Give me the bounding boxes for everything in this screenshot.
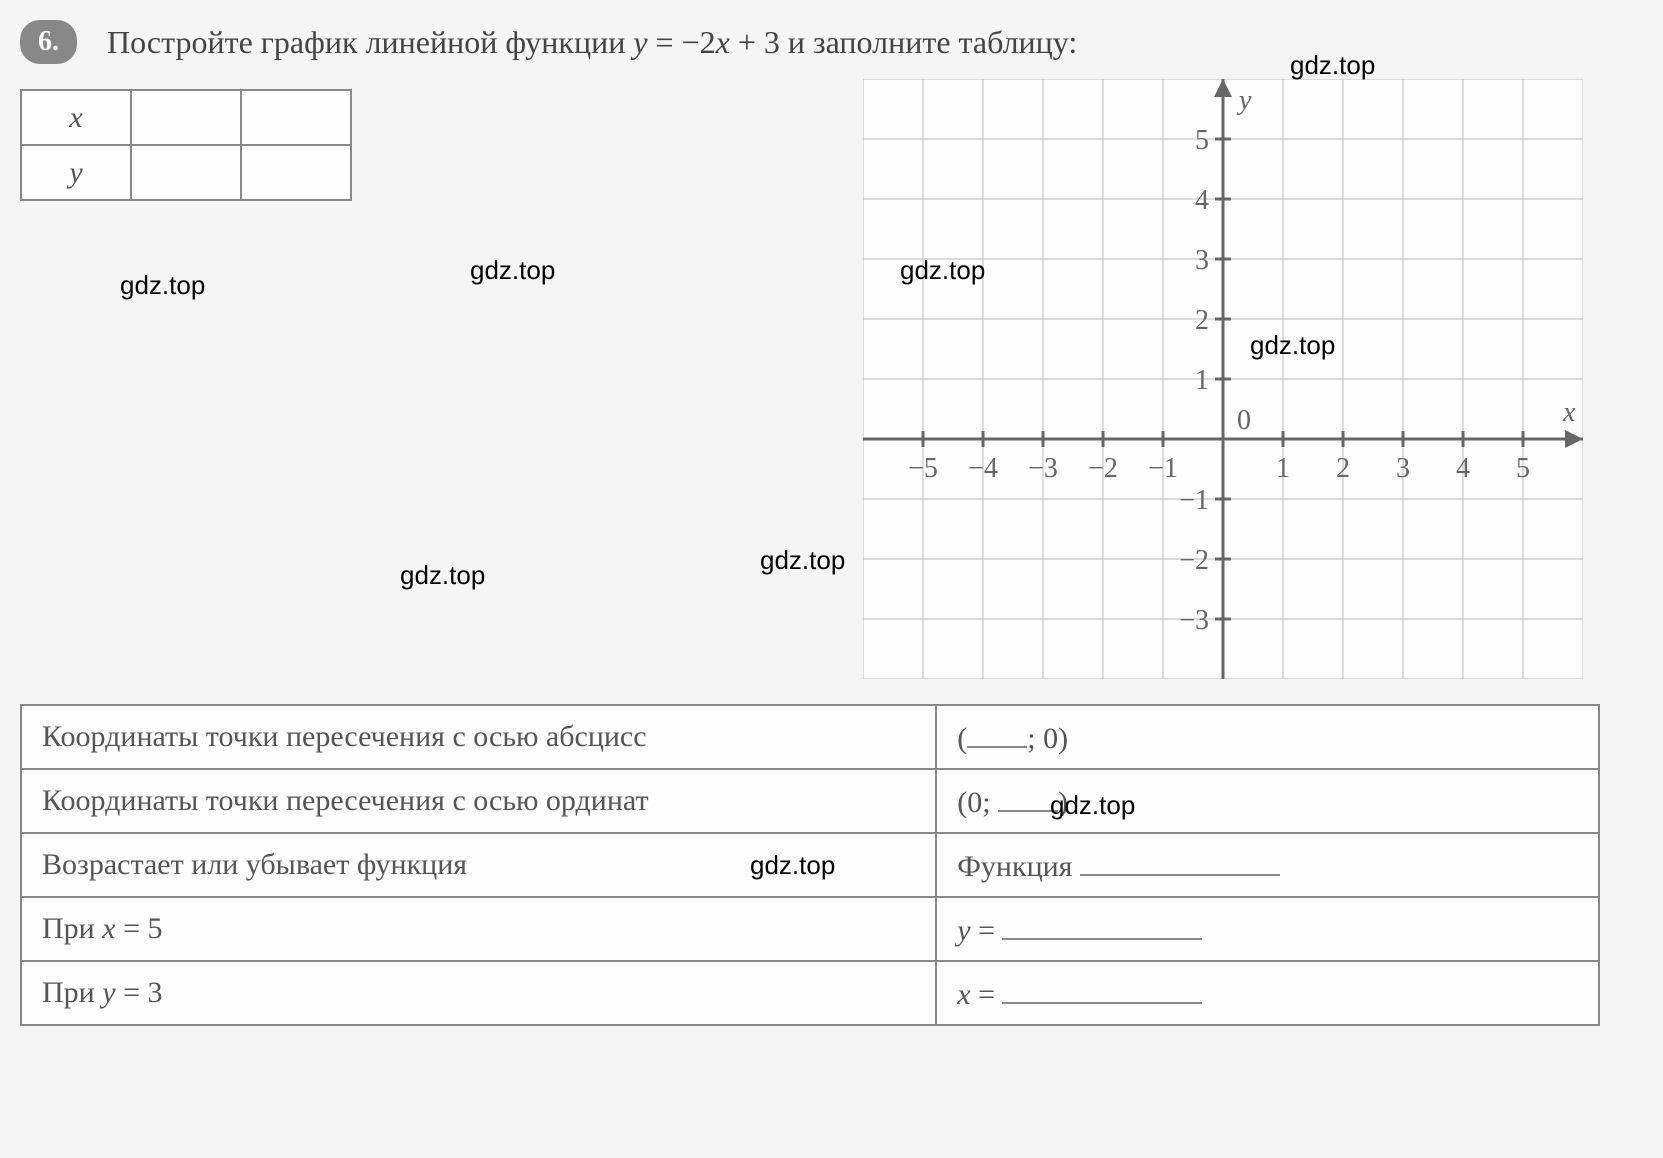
table-row: При x = 5 y =	[21, 897, 1599, 961]
table-row: x	[21, 90, 351, 145]
eq-var: x	[716, 24, 730, 60]
row-label: Координаты точки пересечения с осью орди…	[21, 769, 936, 833]
row-label: Координаты точки пересечения с осью абсц…	[21, 705, 936, 769]
xy-cell[interactable]	[131, 90, 241, 145]
table-row: y	[21, 145, 351, 200]
svg-text:−1: −1	[1148, 453, 1178, 484]
svg-text:5: 5	[1195, 125, 1209, 156]
xy-cell[interactable]	[241, 90, 351, 145]
row-value[interactable]: (0; )	[936, 769, 1599, 833]
blank-input[interactable]	[1002, 910, 1202, 940]
problem-prefix: Постройте график линейной функции	[107, 24, 633, 60]
eq-lhs: y	[633, 24, 647, 60]
svg-text:1: 1	[1195, 365, 1209, 396]
svg-text:−4: −4	[968, 453, 998, 484]
table-row: Координаты точки пересечения с осью орди…	[21, 769, 1599, 833]
svg-text:−2: −2	[1179, 545, 1209, 576]
label-prefix: При	[42, 912, 102, 945]
row-value[interactable]: Функция	[936, 833, 1599, 897]
blank-input[interactable]	[998, 782, 1058, 812]
eq-coef: −2	[682, 24, 716, 60]
coordinate-grid: −5 −4 −3 −2 −1 1 2 3 4 5 −3 −2 −1 1 2 3 4 5 0 x y	[863, 79, 1583, 684]
xy-table: x y	[20, 89, 352, 201]
svg-text:4: 4	[1456, 453, 1470, 484]
eq-eq: =	[648, 24, 682, 60]
svg-text:3: 3	[1396, 453, 1410, 484]
svg-text:−3: −3	[1179, 605, 1209, 636]
val-eq: =	[971, 978, 1003, 1011]
svg-text:x: x	[1562, 397, 1576, 428]
eq-const: + 3	[730, 24, 780, 60]
label-eq: = 3	[116, 976, 163, 1009]
problem-number: 6.	[20, 20, 77, 64]
label-var: y	[102, 976, 115, 1009]
row-value[interactable]: ( ; 0)	[936, 705, 1599, 769]
svg-text:1: 1	[1276, 453, 1290, 484]
svg-text:−1: −1	[1179, 485, 1209, 516]
svg-text:0: 0	[1237, 405, 1251, 436]
page-container: 6. Постройте график линейной функции y =…	[20, 20, 1643, 1026]
svg-text:5: 5	[1516, 453, 1530, 484]
label-eq: = 5	[116, 912, 163, 945]
xy-cell[interactable]	[241, 145, 351, 200]
label-var: x	[102, 912, 115, 945]
val-var: x	[957, 978, 970, 1011]
problem-suffix: и заполните таблицу:	[780, 24, 1077, 60]
svg-text:2: 2	[1195, 305, 1209, 336]
paren-close: )	[1058, 786, 1068, 819]
table-row: При y = 3 x =	[21, 961, 1599, 1025]
svg-text:3: 3	[1195, 245, 1209, 276]
row-value[interactable]: x =	[936, 961, 1599, 1025]
blank-input[interactable]	[1080, 846, 1280, 876]
problem-text: Постройте график линейной функции y = −2…	[107, 24, 1077, 61]
table-row: Координаты точки пересечения с осью абсц…	[21, 705, 1599, 769]
val-var: y	[957, 914, 970, 947]
row-label: При x = 5	[21, 897, 936, 961]
svg-text:−3: −3	[1028, 453, 1058, 484]
top-section: x y −5−4−3−2−112345−3−2−1123450xy	[20, 79, 1643, 684]
answer-table: Координаты точки пересечения с осью абсц…	[20, 704, 1600, 1026]
row-value[interactable]: y =	[936, 897, 1599, 961]
x-header: x	[21, 90, 131, 145]
func-word: Функция	[957, 850, 1072, 883]
svg-text:y: y	[1236, 85, 1252, 116]
paren-open: (0;	[957, 786, 998, 819]
paren-rest: ; 0)	[1027, 722, 1068, 755]
y-header: y	[21, 145, 131, 200]
blank-input[interactable]	[1002, 974, 1202, 1004]
problem-header: 6. Постройте график линейной функции y =…	[20, 20, 1643, 64]
row-label: Возрастает или убывает функция	[21, 833, 936, 897]
table-row: Возрастает или убывает функция Функция	[21, 833, 1599, 897]
svg-text:−2: −2	[1088, 453, 1118, 484]
val-eq: =	[971, 914, 1003, 947]
svg-text:−5: −5	[908, 453, 938, 484]
grid-svg: −5 −4 −3 −2 −1 1 2 3 4 5 −3 −2 −1 1 2 3 4 5 0 x y	[863, 79, 1583, 679]
row-label: При y = 3	[21, 961, 936, 1025]
label-prefix: При	[42, 976, 102, 1009]
blank-input[interactable]	[967, 718, 1027, 748]
paren-open: (	[957, 722, 967, 755]
xy-table-wrap: x y	[20, 79, 352, 684]
svg-text:4: 4	[1195, 185, 1209, 216]
svg-text:2: 2	[1336, 453, 1350, 484]
xy-cell[interactable]	[131, 145, 241, 200]
